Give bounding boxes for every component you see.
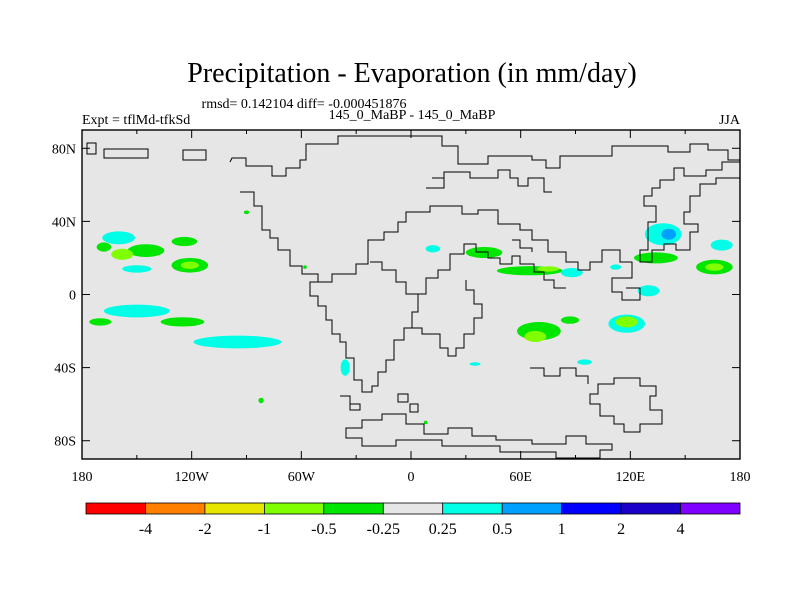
coastline-south-america <box>309 261 419 393</box>
colorbar-label: 4 <box>677 521 685 538</box>
y-axis: 80N 40N 0 40S 80S <box>52 142 740 450</box>
colorbar-swatch <box>561 502 622 515</box>
colorbar-swatch <box>145 502 206 515</box>
season-label: JJA <box>719 113 741 128</box>
colorbar-swatch <box>501 502 563 515</box>
contour-patches <box>89 210 733 425</box>
contour-patch <box>705 263 724 271</box>
coastline-africa-east <box>418 243 566 295</box>
contour-patch <box>89 318 112 326</box>
y-tick-label: 40N <box>52 215 76 230</box>
contour-patch <box>560 268 583 278</box>
coastline-north-america-arctic <box>86 142 97 155</box>
contour-patch <box>469 362 481 366</box>
y-tick-label: 0 <box>69 289 76 304</box>
colorbar-label: -4 <box>139 521 152 538</box>
contour-patch <box>340 359 350 376</box>
colorbar-label: -2 <box>198 521 211 538</box>
y-tick-label: 80N <box>52 142 76 157</box>
colorbar-label: 1 <box>558 521 566 538</box>
coastline-antarctica <box>345 413 613 459</box>
colorbar-swatch <box>263 502 325 515</box>
y-tick-label: 40S <box>54 362 76 377</box>
contour-patch <box>102 231 135 245</box>
colorbar-swatch <box>323 502 384 515</box>
coastline-africa-eurasia <box>446 205 641 301</box>
colorbar-swatch <box>204 502 265 515</box>
contour-patch <box>96 242 112 252</box>
map-plot-area <box>81 129 741 460</box>
coastlines <box>86 135 740 459</box>
contour-patch <box>423 420 428 425</box>
coastline-arctic-island <box>103 148 149 159</box>
contour-patch <box>425 245 441 253</box>
contour-patch <box>122 265 152 273</box>
colorbar-legend: -4 -2 -1 -0.5 -0.25 0.25 0.5 1 2 4 <box>85 502 741 538</box>
contour-patch <box>111 248 134 260</box>
contour-patch <box>127 244 165 257</box>
contour-patch <box>160 317 205 327</box>
x-tick-label: 180 <box>72 470 93 485</box>
coastline-antarctic-peninsula <box>340 395 361 411</box>
stats-label: rmsd= 0.142104 diff= -0.000451876 <box>202 97 407 112</box>
coastline-western-hemisphere-mid <box>240 191 446 283</box>
contour-patch <box>610 264 622 270</box>
colorbar-swatch <box>680 502 741 515</box>
comparison-label: 145_0_MaBP - 145_0_MaBP <box>329 108 496 123</box>
x-axis: 180 120W 60W 0 60E 120E 180 <box>72 130 751 485</box>
coastline-africa-south <box>412 280 483 357</box>
experiment-label: Expt = tflMd-tfkSd <box>82 113 190 128</box>
x-tick-label: 0 <box>408 470 415 485</box>
contour-patch <box>637 285 660 297</box>
colorbar-swatch <box>85 502 146 515</box>
y-tick-label: 80S <box>54 435 76 450</box>
contour-patch <box>258 397 264 404</box>
colorbar-label: -0.5 <box>311 521 336 538</box>
contour-patch <box>634 252 678 264</box>
coastline-east-asia <box>639 161 740 263</box>
coastline-eurasia-north <box>426 169 552 193</box>
coastline-small-islands <box>397 393 419 413</box>
colorbar-label: 0.5 <box>492 521 512 538</box>
x-tick-label: 120W <box>175 470 210 485</box>
contour-patch <box>524 331 547 342</box>
x-tick-label: 120E <box>616 470 646 485</box>
contour-patch <box>171 236 198 247</box>
coastline-island-arc <box>530 367 589 384</box>
chart-title: Precipitation - Evaporation (in mm/day) <box>187 58 636 89</box>
coastline-north-america <box>229 135 740 177</box>
contour-patch <box>243 210 250 215</box>
coastline-arctic-siberia <box>432 177 445 188</box>
contour-patch <box>577 359 592 365</box>
colorbar-swatch <box>620 502 681 515</box>
contour-patch <box>537 266 560 272</box>
contour-patch <box>710 239 733 251</box>
colorbar-label: 2 <box>617 521 625 538</box>
coastline-greenland-islands <box>182 149 207 161</box>
contour-patch <box>615 316 638 328</box>
colorbar-label: -1 <box>258 521 271 538</box>
coastline-red-sea <box>512 239 533 252</box>
colorbar-label: 0.25 <box>429 521 457 538</box>
colorbar-swatch <box>442 502 503 515</box>
x-tick-label: 60W <box>288 470 316 485</box>
x-tick-label: 60E <box>509 470 532 485</box>
contour-patch <box>560 316 580 324</box>
x-tick-label: 180 <box>730 470 751 485</box>
contour-patch <box>303 265 307 269</box>
contour-patch <box>180 261 199 269</box>
contour-patch <box>193 335 282 349</box>
coastline-australia <box>589 377 663 433</box>
colorbar-swatch <box>382 502 444 515</box>
contour-patch <box>103 304 170 318</box>
colorbar-label: -0.25 <box>367 521 400 538</box>
contour-patch <box>661 228 676 240</box>
